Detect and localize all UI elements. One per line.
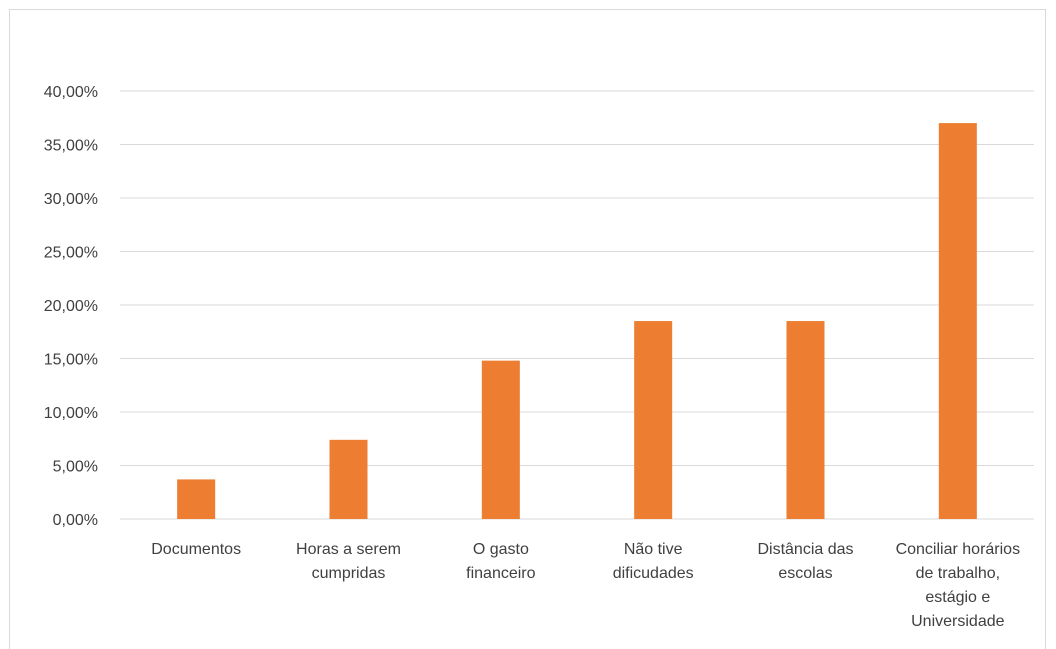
- y-tick-label: 35,00%: [44, 138, 98, 155]
- x-category-label-line: dificudades: [613, 565, 694, 582]
- x-category-label: Não tive dificudades: [613, 541, 694, 582]
- chart-area: [9, 9, 1046, 649]
- x-category-label-line: financeiro: [466, 565, 535, 582]
- bar: [938, 123, 977, 519]
- x-category-label-line: de trabalho,: [916, 565, 1001, 582]
- bar: [177, 479, 216, 519]
- x-category-label-line: O gasto: [473, 541, 529, 558]
- y-tick-label: 5,00%: [53, 459, 98, 476]
- y-tick-label: 10,00%: [44, 405, 98, 422]
- x-category-label-line: Conciliar horários: [896, 541, 1021, 558]
- x-category-label-line: estágio e: [925, 589, 990, 606]
- bar: [786, 321, 825, 519]
- x-category-label-line: Documentos: [151, 541, 241, 558]
- y-tick-label: 30,00%: [44, 191, 98, 208]
- x-category-label-line: escolas: [778, 565, 832, 582]
- bar: [634, 321, 673, 519]
- x-category-label: Distância das escolas: [757, 541, 853, 582]
- y-tick-label: 15,00%: [44, 352, 98, 369]
- x-category-label: Documentos: [151, 541, 241, 558]
- y-tick-label: 25,00%: [44, 245, 98, 262]
- x-category-label-line: Distância das: [757, 541, 853, 558]
- x-category-label-line: Não tive: [624, 541, 683, 558]
- x-axis-category-labels: Documentos Horas a serem cumpridas O gasto f…: [151, 541, 1020, 630]
- gridlines: [120, 90, 1034, 520]
- x-category-label-line: Horas a serem: [296, 541, 401, 558]
- bars: [177, 123, 977, 519]
- x-category-label-line: cumpridas: [312, 565, 386, 582]
- x-category-label: Horas a serem cumpridas: [296, 541, 401, 582]
- y-tick-label: 20,00%: [44, 298, 98, 315]
- y-tick-label: 0,00%: [53, 512, 98, 529]
- x-category-label: Conciliar horários de trabalho, estágio e U…: [896, 541, 1021, 630]
- y-tick-label: 40,00%: [44, 84, 98, 101]
- x-category-label: O gasto financeiro: [466, 541, 535, 582]
- bar: [329, 439, 368, 519]
- x-category-label-line: Universidade: [911, 613, 1004, 630]
- y-axis-tick-labels: 0,00% 5,00% 10,00% 15,00% 20,00% 25,00% 30,00%…: [44, 84, 98, 529]
- bar: [481, 360, 520, 519]
